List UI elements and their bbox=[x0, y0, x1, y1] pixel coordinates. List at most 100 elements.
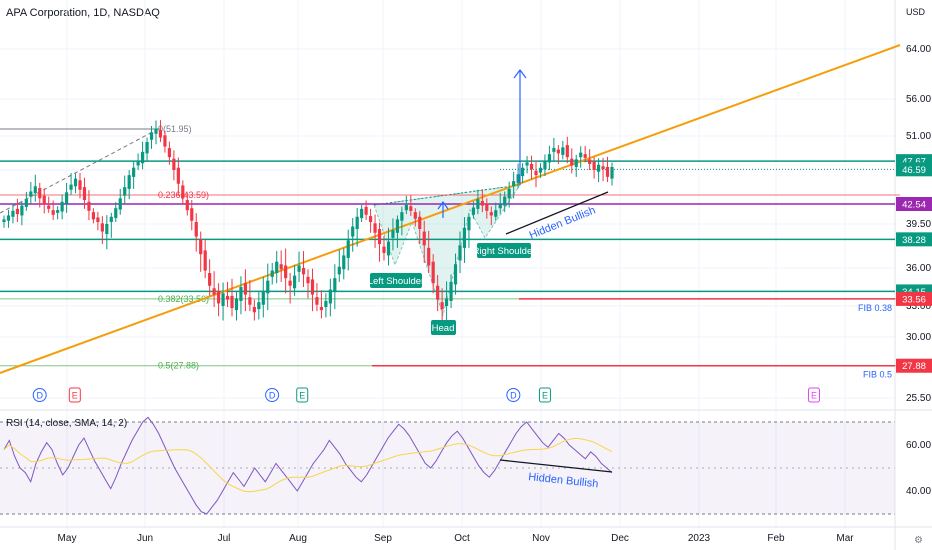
small-arrow-head bbox=[437, 200, 449, 210]
x-tick-3: Aug bbox=[289, 533, 307, 544]
candle-body-56 bbox=[252, 307, 256, 313]
rsi-tick-0: 40.00 bbox=[906, 486, 931, 497]
candle-body-17 bbox=[78, 180, 82, 190]
event-marker-0: D bbox=[32, 388, 47, 402]
candle-body-53 bbox=[239, 287, 243, 301]
head-shoulders-pattern bbox=[373, 184, 522, 317]
candle-body-86 bbox=[386, 241, 391, 256]
candle-body-36 bbox=[163, 135, 167, 147]
candle-body-84 bbox=[377, 229, 382, 245]
candle-body-30 bbox=[136, 161, 140, 166]
candle-body-46 bbox=[208, 273, 212, 286]
event-marker-3: E bbox=[296, 387, 309, 403]
rsi-tick-2: 60.00 bbox=[906, 440, 931, 451]
candle-body-59 bbox=[266, 280, 270, 294]
candle-body-49 bbox=[221, 293, 225, 306]
event-marker-label-0: D bbox=[36, 391, 43, 401]
candle-body-89 bbox=[400, 212, 404, 221]
candle-body-66 bbox=[297, 265, 301, 272]
price-label-6: 27.88 bbox=[902, 361, 926, 372]
candle-body-108 bbox=[485, 203, 489, 211]
candle-body-27 bbox=[123, 187, 127, 196]
x-tick-5: Oct bbox=[454, 533, 470, 544]
candle-body-32 bbox=[145, 142, 149, 154]
candle-body-90 bbox=[404, 204, 408, 211]
rsi-axis[interactable]: 40.00 60.00 bbox=[906, 440, 931, 497]
candle-body-29 bbox=[132, 167, 136, 177]
candle-body-125 bbox=[561, 147, 565, 155]
candles bbox=[2, 120, 614, 322]
candle-body-7 bbox=[33, 186, 37, 194]
candle-body-16 bbox=[73, 178, 78, 187]
candle-body-9 bbox=[42, 195, 46, 205]
candle-body-91 bbox=[409, 206, 413, 211]
x-tick-10: Mar bbox=[836, 533, 854, 544]
price-label-1: 46.59 bbox=[902, 165, 926, 176]
candle-body-79 bbox=[355, 216, 359, 230]
y-tick-3: 36.00 bbox=[906, 263, 931, 274]
candle-body-124 bbox=[556, 149, 560, 154]
x-tick-2: Jul bbox=[218, 533, 231, 544]
x-tick-0: May bbox=[58, 533, 77, 544]
candle-body-64 bbox=[288, 280, 292, 286]
event-marker-6: E bbox=[807, 387, 820, 403]
y-tick-9: 64.00 bbox=[906, 44, 931, 55]
candle-body-126 bbox=[565, 145, 569, 158]
candle-body-119 bbox=[534, 170, 538, 176]
x-tick-4: Sep bbox=[374, 533, 392, 544]
candle-body-48 bbox=[216, 290, 221, 304]
hidden-bullish-rsi-line bbox=[499, 459, 613, 473]
candle-body-131 bbox=[588, 159, 592, 164]
candle-body-26 bbox=[118, 198, 122, 210]
event-marker-label-4: D bbox=[510, 391, 517, 401]
candle-body-80 bbox=[360, 208, 364, 219]
price-label-bg-1 bbox=[896, 162, 932, 177]
price-label-bg-2 bbox=[896, 197, 932, 211]
candle-body-99 bbox=[444, 298, 449, 306]
candle-body-73 bbox=[328, 289, 332, 304]
settings-icon[interactable]: ⚙ bbox=[914, 535, 923, 546]
candle-body-70 bbox=[315, 297, 319, 305]
candle-body-100 bbox=[449, 281, 453, 301]
candle-body-12 bbox=[56, 210, 60, 213]
rsi-line bbox=[3, 416, 613, 515]
event-marker-label-2: D bbox=[269, 391, 276, 401]
y-tick-2: 33.00 bbox=[906, 301, 931, 312]
candle-body-134 bbox=[601, 166, 605, 170]
candle-body-132 bbox=[592, 161, 596, 170]
price-label-2: 42.54 bbox=[902, 200, 926, 211]
candle-body-68 bbox=[306, 276, 310, 284]
candle-body-122 bbox=[547, 154, 552, 163]
head-tag: Head bbox=[431, 320, 456, 335]
candle-body-65 bbox=[292, 275, 297, 289]
candle-body-69 bbox=[310, 279, 315, 295]
candle-body-61 bbox=[275, 261, 279, 274]
candle-body-24 bbox=[109, 216, 113, 223]
candle-body-114 bbox=[512, 181, 516, 187]
candle-body-110 bbox=[494, 210, 498, 217]
candle-body-14 bbox=[64, 192, 69, 204]
candle-body-37 bbox=[167, 148, 172, 158]
candle-body-128 bbox=[574, 159, 578, 167]
candle-body-117 bbox=[525, 162, 529, 166]
candle-body-43 bbox=[194, 222, 198, 237]
candle-body-10 bbox=[47, 205, 51, 209]
candle-body-41 bbox=[185, 200, 189, 211]
candle-body-8 bbox=[38, 188, 42, 199]
x-tick-7: Dec bbox=[611, 533, 629, 544]
candle-body-77 bbox=[346, 240, 350, 258]
orange-trendline[interactable] bbox=[0, 44, 901, 374]
currency-label: USD bbox=[906, 7, 926, 17]
candle-body-51 bbox=[230, 295, 234, 309]
x-tick-6: Nov bbox=[532, 533, 550, 544]
event-marker-4: D bbox=[506, 388, 521, 402]
event-marker-1: E bbox=[68, 387, 81, 403]
hidden-bullish-price-label: Hidden Bullish bbox=[528, 204, 598, 241]
candle-body-50 bbox=[225, 295, 230, 300]
candle-body-42 bbox=[190, 208, 194, 221]
price-axis[interactable]: 25.5030.0033.0036.0039.5043.0046.5051.00… bbox=[896, 44, 932, 404]
time-axis[interactable]: May Jun Jul Aug Sep Oct Nov Dec 2023 Feb Mar bbox=[58, 533, 855, 544]
candle-body-28 bbox=[127, 175, 131, 189]
